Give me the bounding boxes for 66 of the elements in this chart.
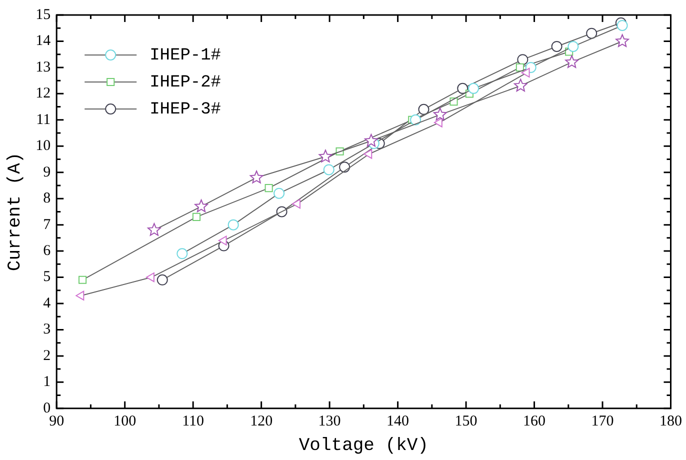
legend-label: IHEP-1#: [150, 46, 222, 66]
x-tick-label: 130: [318, 413, 341, 430]
y-tick-label: 3: [43, 322, 51, 338]
point: [78, 276, 87, 284]
y-tick-label: 6: [43, 242, 52, 259]
y-tick-label: 4: [43, 295, 52, 312]
point: [418, 104, 430, 115]
point: [410, 114, 422, 126]
point: [146, 272, 154, 282]
point: [192, 212, 201, 221]
y-tick-label: 2: [43, 348, 51, 364]
y-tick-label: 7: [43, 216, 52, 233]
x-tick-label: 90: [49, 413, 64, 430]
point: [586, 28, 598, 39]
y-tick-label: 0: [43, 400, 51, 416]
point: [228, 219, 239, 230]
point: [364, 149, 372, 159]
y-tick-label: 11: [36, 112, 51, 128]
point: [516, 63, 524, 72]
y-tick-label: 15: [36, 6, 51, 23]
point: [517, 54, 528, 66]
point: [514, 78, 528, 92]
point: [457, 82, 468, 94]
point: [568, 40, 579, 52]
legend-label: IHEP-3#: [150, 100, 222, 120]
x-tick-label: 120: [250, 413, 273, 430]
x-tick-label: 110: [182, 413, 204, 430]
point: [292, 199, 300, 209]
point: [194, 199, 208, 212]
point: [433, 108, 447, 120]
point: [551, 40, 562, 52]
x-tick-label: 150: [454, 413, 478, 430]
x-tick-label: 170: [591, 413, 614, 430]
y-tick-label: 13: [36, 59, 51, 76]
point: [318, 150, 332, 162]
point: [616, 34, 629, 47]
y-tick-label: 1: [43, 374, 51, 390]
x-tick-label: 180: [660, 413, 682, 430]
y-tick-label: 5: [43, 269, 51, 286]
legend-label: IHEP-2#: [150, 74, 222, 92]
point: [274, 188, 285, 199]
point: [250, 170, 264, 184]
point: [323, 164, 334, 176]
point: [218, 236, 227, 246]
x-tick-label: 160: [523, 413, 546, 430]
point: [76, 290, 84, 300]
x-tick-label: 100: [114, 413, 136, 430]
point: [434, 118, 442, 128]
x-tick-label: 140: [386, 413, 410, 430]
point: [468, 82, 480, 94]
point: [176, 248, 188, 260]
point: [364, 134, 378, 147]
y-tick-label: 12: [36, 86, 51, 102]
point: [521, 68, 530, 78]
point: [565, 55, 578, 68]
point: [616, 20, 628, 31]
point: [339, 162, 350, 173]
y-tick-label: 9: [43, 164, 51, 180]
y-tick-label: 8: [43, 190, 51, 207]
y-tick-label: 14: [36, 33, 52, 50]
y-axis-title: Current (A): [6, 152, 26, 272]
point: [148, 223, 161, 236]
y-tick-label: 10: [36, 138, 51, 154]
x-axis-title: Voltage (kV): [298, 436, 428, 456]
point: [264, 184, 273, 192]
point: [156, 274, 168, 286]
